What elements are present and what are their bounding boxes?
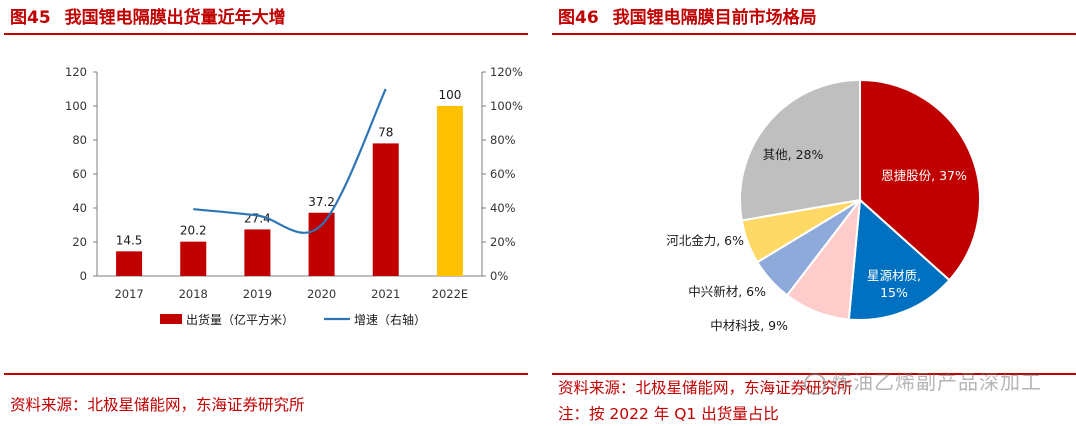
bar-2018 xyxy=(180,241,207,276)
right-tick-label: 80% xyxy=(490,133,516,147)
legend-bar-label: 出货量（亿平方米） xyxy=(186,312,294,327)
pie-slice-2 xyxy=(847,197,951,321)
x-tick-label: 2022E xyxy=(432,287,469,301)
shipment-chart: 0 20 40 60 80 100 120 0% 20% 40% 60% 80% 100% 120% 14.… xyxy=(65,65,523,327)
left-tick-label: 80 xyxy=(72,133,87,147)
bar-2022E xyxy=(436,106,463,276)
bar-value-label: 100 xyxy=(438,88,461,102)
right-figure-number: 图46 xyxy=(558,8,599,28)
left-tick-label: 20 xyxy=(72,235,87,249)
market-share-pie: 恩捷股份, 37% 星源材质, 15% 中材科技, 9% 中兴新材, 6% 河北金力, 6… xyxy=(666,78,981,333)
pie-slice-1 xyxy=(859,78,981,282)
left-title-rule xyxy=(4,33,528,35)
legend-bar-swatch xyxy=(160,314,182,324)
left-tick-label: 40 xyxy=(72,201,87,215)
right-tick-label: 60% xyxy=(490,167,516,181)
legend-line-label: 增速（右轴） xyxy=(354,312,426,327)
wechat-icon xyxy=(804,372,826,395)
right-source: 资料来源：北极星储能网，东海证券研究所 xyxy=(558,379,853,397)
bar-2021 xyxy=(372,143,399,276)
growth-rate-line xyxy=(193,88,387,234)
left-source: 资料来源：北极星储能网，东海证券研究所 xyxy=(10,396,305,414)
right-tick-label: 20% xyxy=(490,235,516,249)
x-tick-label: 2020 xyxy=(307,287,336,301)
pie-label-2: 星源材质, 15% xyxy=(867,268,921,300)
pie-label-1: 恩捷股份, 37% xyxy=(881,168,967,183)
left-tick-label: 0 xyxy=(80,269,87,283)
right-figure-panel: 图46 我国锂电隔膜目前市场格局 恩捷股份, 37% 星源材质, 15% 中材科技, 9… xyxy=(548,0,1076,426)
pie-label-5: 河北金力, 6% xyxy=(666,233,744,248)
watermark-text: 炼油乙烯副产品深加工 xyxy=(832,370,1042,394)
right-tick-label: 0% xyxy=(490,269,508,283)
left-tick-label: 100 xyxy=(65,99,87,113)
bar-value-label: 37.2 xyxy=(308,195,335,209)
x-tick-label: 2018 xyxy=(179,287,208,301)
bar-2017 xyxy=(116,251,143,276)
bar-value-label: 78 xyxy=(378,125,393,139)
x-tick-label: 2019 xyxy=(243,287,272,301)
pie-label-4: 中兴新材, 6% xyxy=(688,284,766,299)
right-tick-label: 100% xyxy=(490,99,523,113)
right-note: 注：按 2022 年 Q1 出货量占比 xyxy=(558,405,779,423)
bar-2019 xyxy=(244,229,271,276)
right-figure-title-text: 我国锂电隔膜目前市场格局 xyxy=(612,8,817,28)
left-figure-title-text: 我国锂电隔膜出货量近年大增 xyxy=(64,8,286,28)
right-figure-title: 图46 我国锂电隔膜目前市场格局 xyxy=(558,3,817,29)
left-tick-label: 60 xyxy=(72,167,87,181)
left-figure-panel: 图45 我国锂电隔膜出货量近年大增 0 20 40 60 80 100 120 0% 20% 40%… xyxy=(0,0,528,426)
pie-slice-6 xyxy=(739,78,861,222)
right-tick-label: 40% xyxy=(490,201,516,215)
right-title-rule xyxy=(552,33,1076,35)
left-source-rule xyxy=(4,373,528,375)
watermark: 炼油乙烯副产品深加工 xyxy=(804,366,1042,395)
bar-value-label: 14.5 xyxy=(116,233,143,247)
left-figure-number: 图45 xyxy=(10,8,51,28)
bar-2020 xyxy=(308,212,335,276)
pie-label-6: 其他, 28% xyxy=(763,147,824,162)
left-figure-title: 图45 我国锂电隔膜出货量近年大增 xyxy=(10,3,286,29)
x-tick-label: 2017 xyxy=(114,287,143,301)
bar-value-label: 20.2 xyxy=(180,224,207,238)
left-tick-label: 120 xyxy=(65,65,87,79)
pie-label-3: 中材科技, 9% xyxy=(710,318,788,333)
x-tick-label: 2021 xyxy=(371,287,400,301)
right-tick-label: 120% xyxy=(490,65,523,79)
